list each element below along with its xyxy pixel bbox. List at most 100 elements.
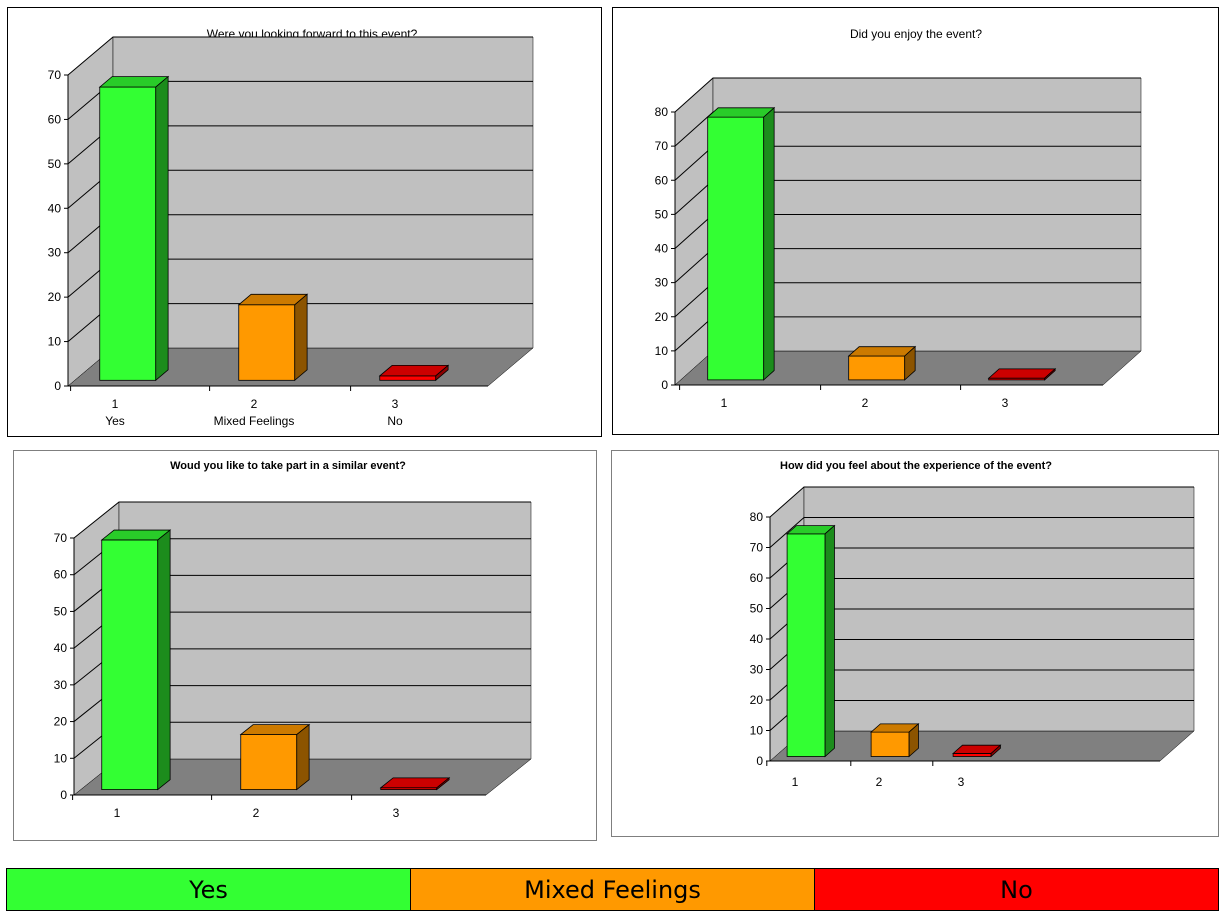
bar-side bbox=[436, 777, 450, 791]
chart-experience: How did you feel about the experience of… bbox=[750, 460, 1195, 789]
bar-side bbox=[296, 723, 310, 791]
x-tick-label: 1 bbox=[114, 806, 121, 820]
y-tick-label: 40 bbox=[54, 641, 68, 655]
bar-front bbox=[240, 734, 298, 790]
chart-panel-looking-forward: Were you looking forward to this event? 0… bbox=[7, 7, 602, 437]
y-tick-label: 10 bbox=[750, 724, 764, 738]
bar-top bbox=[706, 107, 776, 118]
y-tick-label: 40 bbox=[48, 201, 62, 215]
bar-side bbox=[763, 106, 775, 381]
bar-2 bbox=[847, 345, 917, 381]
y-tick-label: 50 bbox=[655, 207, 669, 221]
chart-panel-similar-event: Woud you like to take part in a similar … bbox=[13, 450, 597, 841]
bar-3 bbox=[378, 364, 450, 382]
y-tick-label: 20 bbox=[54, 715, 68, 729]
bar-top bbox=[847, 346, 917, 357]
y-tick-label: 60 bbox=[655, 173, 669, 187]
chart-title: Woud you like to take part in a similar … bbox=[170, 460, 406, 472]
y-tick-label: 70 bbox=[54, 531, 68, 545]
y-tick-label: 30 bbox=[750, 663, 764, 677]
x-tick-sublabel: No bbox=[387, 414, 403, 428]
bar-side bbox=[904, 345, 916, 381]
y-tick-label: 80 bbox=[750, 510, 764, 524]
y-tick-label: 0 bbox=[756, 754, 763, 768]
y-tick-label: 0 bbox=[661, 378, 668, 392]
y-tick-label: 80 bbox=[655, 105, 669, 119]
x-tick-sublabel: Yes bbox=[105, 414, 125, 428]
legend-yes: Yes bbox=[7, 869, 411, 910]
x-tick-label: 2 bbox=[862, 396, 869, 410]
y-tick-label: 40 bbox=[655, 242, 669, 256]
x-tick-label: 3 bbox=[392, 397, 399, 411]
y-tick-label: 20 bbox=[750, 693, 764, 707]
legend-no: No bbox=[815, 869, 1218, 910]
y-tick-label: 30 bbox=[48, 246, 62, 260]
bar-side bbox=[990, 744, 1001, 758]
bar-2 bbox=[237, 293, 309, 382]
bar-3 bbox=[987, 367, 1057, 381]
y-tick-label: 10 bbox=[655, 344, 669, 358]
bar-1 bbox=[98, 75, 170, 382]
y-tick-label: 60 bbox=[54, 568, 68, 582]
y-tick-label: 20 bbox=[48, 290, 62, 304]
y-tick-label: 10 bbox=[48, 335, 62, 349]
bar-front bbox=[870, 731, 910, 757]
chart-panel-enjoy: Did you enjoy the event? 0 10 20 30 40 50 60 70 8… bbox=[612, 7, 1219, 435]
gridline bbox=[769, 486, 1194, 518]
chart-similar-event: Woud you like to take part in a similar … bbox=[54, 460, 532, 820]
x-tick-label: 2 bbox=[876, 775, 883, 789]
x-tick-label: 2 bbox=[253, 806, 260, 820]
bar-front bbox=[101, 539, 159, 791]
bar-front bbox=[379, 375, 437, 381]
gridline bbox=[73, 501, 531, 539]
x-tick-label: 1 bbox=[792, 775, 799, 789]
x-tick-label: 3 bbox=[393, 806, 400, 820]
y-tick-label: 30 bbox=[655, 276, 669, 290]
y-tick-label: 50 bbox=[48, 157, 62, 171]
chart-panel-experience: How did you feel about the experience of… bbox=[611, 450, 1219, 837]
y-tick-label: 40 bbox=[750, 632, 764, 646]
y-tick-label: 70 bbox=[655, 139, 669, 153]
chart-back-wall bbox=[112, 36, 534, 349]
bar-side bbox=[908, 722, 919, 758]
bar-1 bbox=[706, 106, 776, 381]
x-tick-label: 3 bbox=[1002, 396, 1009, 410]
y-tick-label: 70 bbox=[48, 68, 62, 82]
bar-front bbox=[786, 533, 826, 757]
bar-2 bbox=[239, 723, 311, 791]
bar-front bbox=[707, 116, 765, 381]
bar-1 bbox=[786, 524, 836, 758]
x-tick-label: 2 bbox=[251, 397, 258, 411]
x-tick-label: 1 bbox=[112, 397, 119, 411]
x-tick-sublabel: Mixed Feelings bbox=[214, 414, 295, 428]
legend-mixed-feelings: Mixed Feelings bbox=[411, 869, 815, 910]
bar-side bbox=[157, 529, 171, 791]
bar-side bbox=[435, 364, 449, 382]
bar-1 bbox=[100, 529, 172, 791]
y-tick-label: 50 bbox=[750, 602, 764, 616]
y-tick-label: 60 bbox=[48, 112, 62, 126]
bar-top bbox=[987, 368, 1057, 379]
bar-front bbox=[238, 304, 296, 381]
chart-back-wall bbox=[118, 501, 532, 760]
y-tick-label: 10 bbox=[54, 751, 68, 765]
bar-side bbox=[824, 524, 835, 758]
chart-title: How did you feel about the experience of… bbox=[780, 460, 1052, 472]
y-tick-label: 60 bbox=[750, 571, 764, 585]
y-tick-label: 70 bbox=[750, 541, 764, 555]
bar-3 bbox=[379, 777, 451, 791]
gridline bbox=[67, 36, 533, 76]
legend-bar: Yes Mixed Feelings No bbox=[6, 868, 1219, 911]
bar-side bbox=[155, 75, 169, 382]
bar-3 bbox=[952, 744, 1002, 758]
y-tick-label: 50 bbox=[54, 604, 68, 618]
bar-front bbox=[848, 355, 906, 381]
chart-enjoy: Did you enjoy the event? 0 10 20 30 40 50 60 70 8… bbox=[655, 27, 1142, 410]
bar-side bbox=[1044, 367, 1056, 381]
chart-looking-forward: Were you looking forward to this event?0… bbox=[48, 27, 534, 428]
bar-2 bbox=[870, 722, 920, 758]
y-tick-label: 0 bbox=[60, 788, 67, 802]
x-tick-label: 3 bbox=[958, 775, 965, 789]
y-tick-label: 20 bbox=[655, 310, 669, 324]
bar-front bbox=[99, 86, 157, 381]
